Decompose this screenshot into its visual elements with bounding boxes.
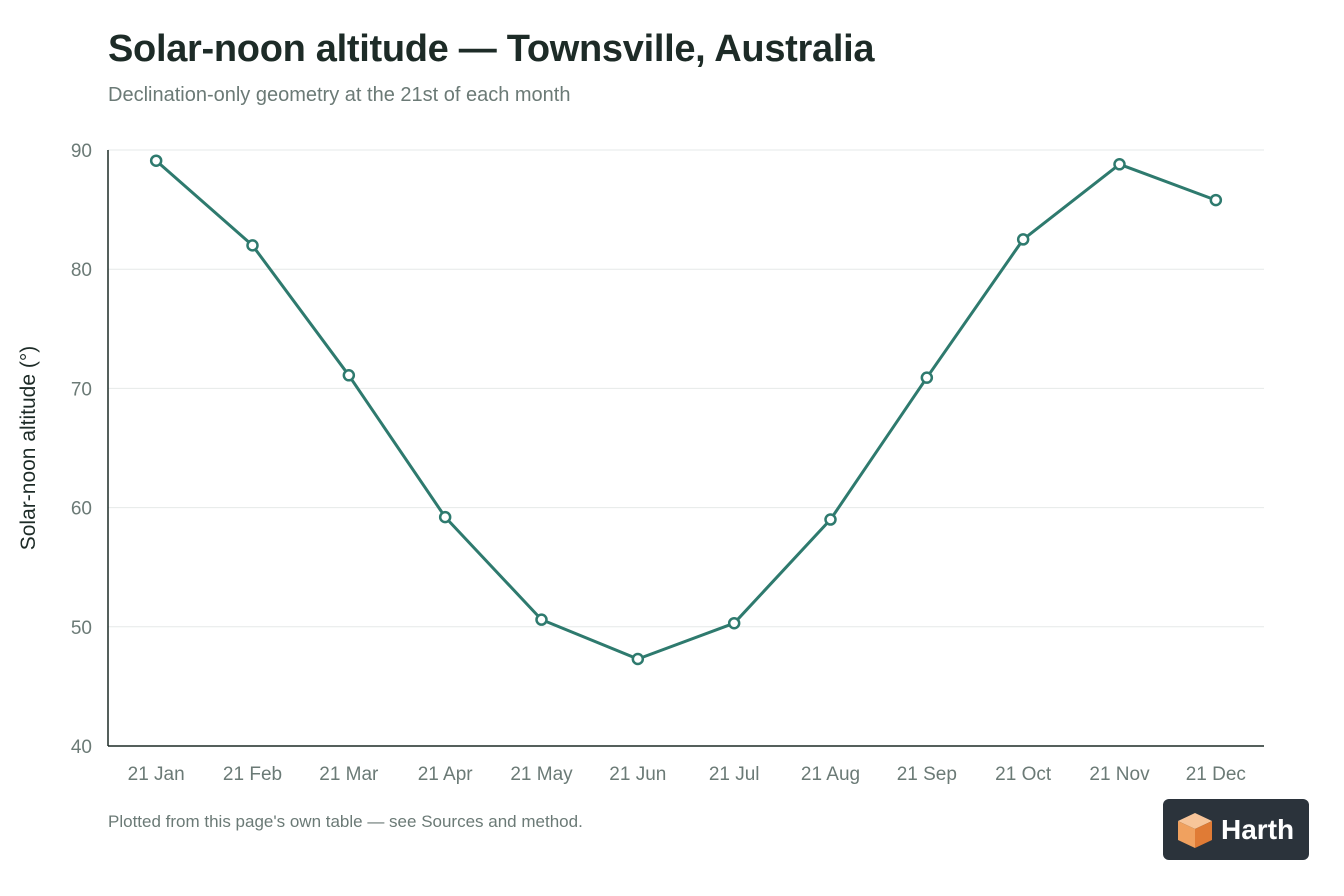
series-line: [154, 159, 1218, 661]
house-cube-icon: [1178, 812, 1212, 848]
x-tick-label: 21 Jun: [609, 764, 666, 785]
x-tick-label: 21 Feb: [223, 764, 282, 785]
data-point-21-mar[interactable]: [342, 369, 356, 382]
data-point-21-jul[interactable]: [727, 616, 741, 630]
x-tick-label: 21 Apr: [418, 764, 474, 785]
data-point-21-feb[interactable]: [246, 239, 259, 252]
data-point-21-sep[interactable]: [920, 371, 934, 384]
y-tick-label: 50: [71, 618, 92, 639]
chart-title: Solar-noon altitude — Townsville, Austra…: [108, 28, 875, 70]
x-tick-label: 21 May: [510, 764, 573, 785]
y-axis-label: Solar-noon altitude (°): [17, 346, 40, 551]
x-tick-label: 21 Aug: [801, 764, 860, 785]
footnote: Plotted from this page's own table — see…: [108, 812, 583, 831]
brand-name: Harth: [1221, 813, 1295, 845]
x-tick-label: 21 Jan: [128, 764, 185, 785]
y-tick-label: 70: [71, 379, 92, 400]
x-tick-label: 21 Sep: [897, 764, 957, 785]
data-point-21-dec[interactable]: [1209, 193, 1223, 207]
x-tick-label: 21 Nov: [1089, 764, 1150, 785]
data-point-21-jun[interactable]: [631, 652, 645, 666]
x-tick-label: 21 Jul: [709, 764, 760, 785]
data-point-21-apr[interactable]: [438, 510, 452, 524]
x-tick-label: 21 Dec: [1186, 764, 1246, 785]
data-point-21-oct[interactable]: [1016, 233, 1030, 246]
x-tick-label: 21 Oct: [995, 764, 1052, 785]
data-point-21-nov[interactable]: [1113, 158, 1126, 171]
y-tick-label: 40: [71, 737, 92, 758]
y-tick-label: 90: [71, 141, 92, 162]
brand-badge[interactable]: Harth: [1163, 799, 1309, 860]
y-tick-label: 60: [71, 499, 92, 520]
data-point-21-aug[interactable]: [824, 513, 837, 526]
x-tick-label: 21 Mar: [319, 764, 379, 785]
chart-subtitle: Declination-only geometry at the 21st of…: [108, 84, 571, 106]
y-tick-label: 80: [71, 260, 92, 281]
data-point-21-may[interactable]: [535, 613, 548, 626]
data-point-21-jan[interactable]: [149, 154, 163, 167]
